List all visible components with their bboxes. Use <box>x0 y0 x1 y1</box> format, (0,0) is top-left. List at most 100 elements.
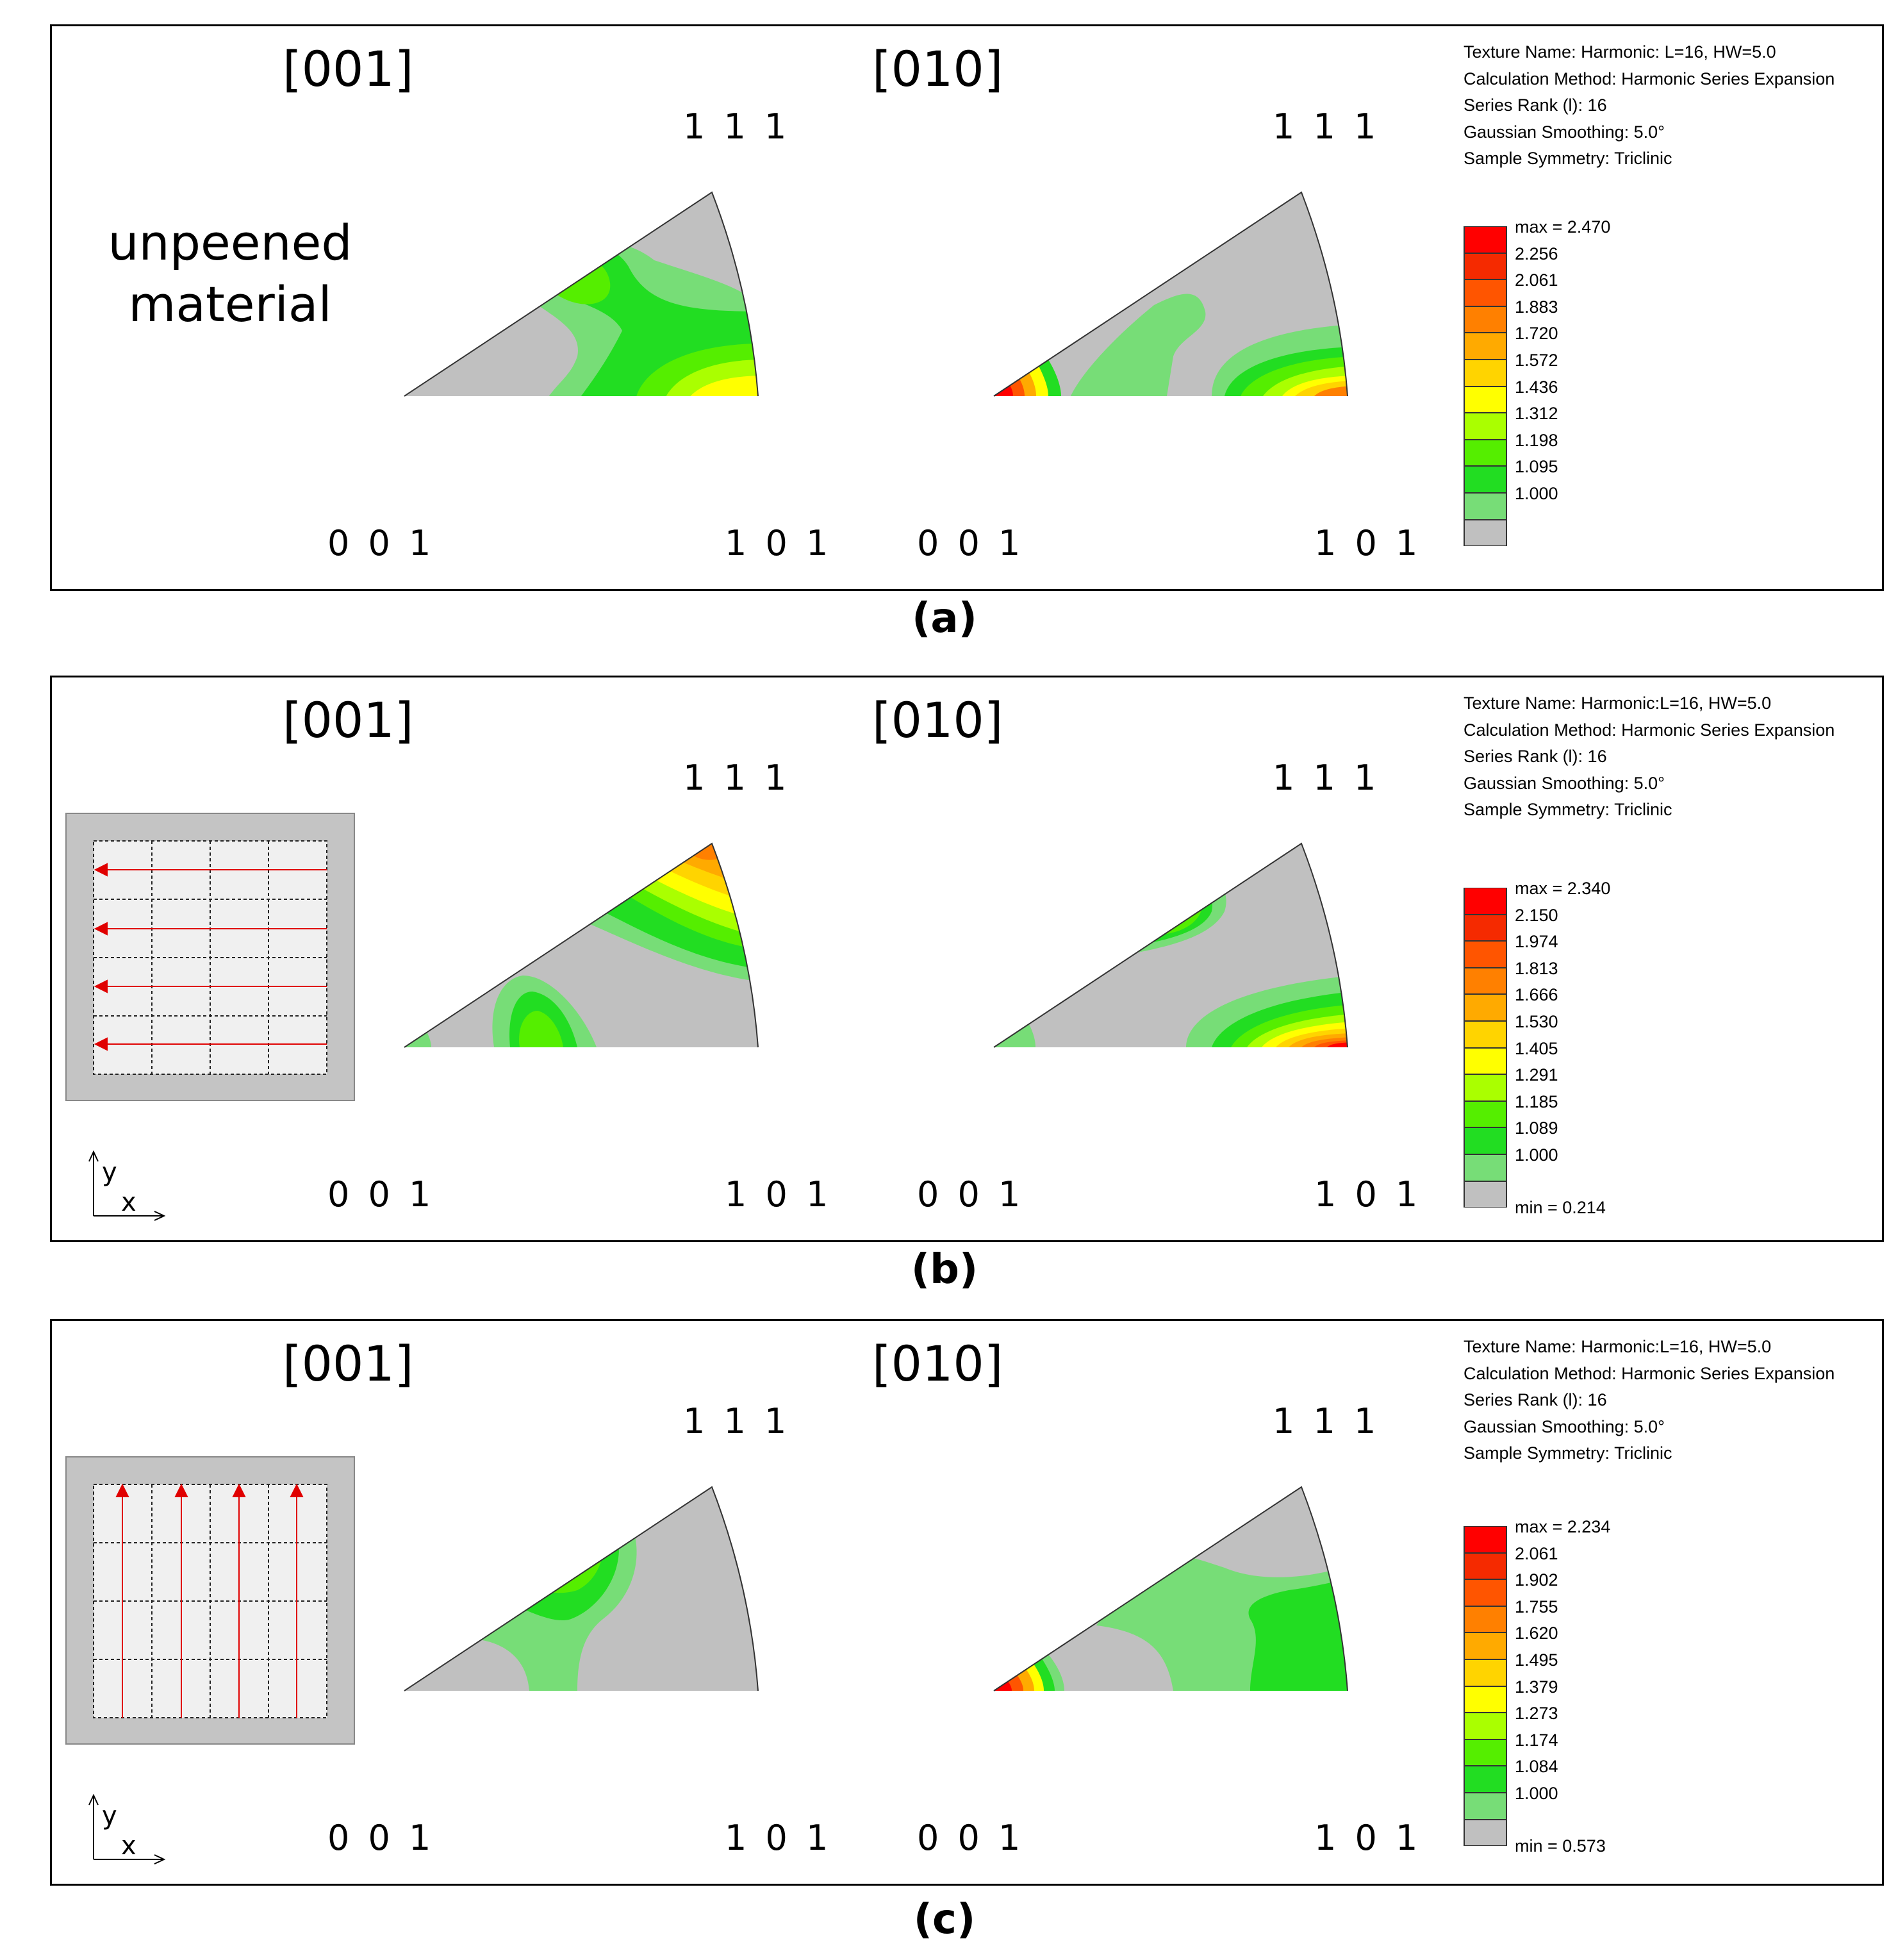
legend-label: 1.530 <box>1515 1011 1558 1031</box>
info-line: Series Rank (l): 16 <box>1464 1390 1607 1409</box>
legend-label: max = 2.234 <box>1515 1517 1611 1536</box>
legend-label: 1.720 <box>1515 324 1558 344</box>
legend-label: 1.084 <box>1515 1757 1558 1777</box>
axis-y-label: y <box>102 1801 117 1831</box>
legend-swatch <box>1464 253 1507 280</box>
legend-label: 1.572 <box>1515 350 1558 370</box>
corner-111: 1 1 1 <box>1273 758 1380 798</box>
legend-label: 1.185 <box>1515 1092 1558 1111</box>
title-010: [010] <box>872 692 1003 749</box>
legend-swatch <box>1464 914 1507 942</box>
legend-swatch-base <box>1464 519 1507 547</box>
contour-1000 <box>1071 294 1206 396</box>
legend-swatch <box>1464 1020 1507 1048</box>
unpeened-label-line2: material <box>128 276 332 333</box>
axis-x-label: x <box>121 1188 136 1217</box>
legend-swatch <box>1464 226 1507 253</box>
legend-swatch-base <box>1464 1819 1507 1847</box>
panel-b: [001] [010] y x <box>50 676 1884 1242</box>
legend-swatch <box>1464 279 1507 306</box>
contour-1198b <box>519 1011 563 1047</box>
legend-swatch <box>1464 1127 1507 1154</box>
legend-min-label: min = 0.214 <box>1515 1197 1606 1217</box>
info-line: Series Rank (l): 16 <box>1464 747 1607 766</box>
legend-swatch <box>1464 1792 1507 1820</box>
contour-1084 <box>1248 1577 1348 1691</box>
legend-label: 2.061 <box>1515 270 1558 290</box>
legend-swatch <box>1464 1766 1507 1793</box>
legend-swatch <box>1464 1047 1507 1075</box>
legend-label: 1.495 <box>1515 1650 1558 1670</box>
info-line: Sample Symmetry: Triclinic <box>1464 149 1672 168</box>
corner-111: 1 1 1 <box>1273 1401 1380 1441</box>
corner-001: 0 0 1 <box>327 523 435 563</box>
legend-swatch <box>1464 888 1507 915</box>
info-line: Series Rank (l): 16 <box>1464 96 1607 115</box>
info-line: Calculation Method: Harmonic Series Expa… <box>1464 69 1835 88</box>
legend-label: 1.755 <box>1515 1597 1558 1616</box>
legend-label: 1.902 <box>1515 1570 1558 1590</box>
legend-swatch <box>1464 941 1507 968</box>
corner-111: 1 1 1 <box>683 106 791 147</box>
panel-a: [001] [010] unpeened material 1 1 1 0 0 … <box>50 24 1884 591</box>
contour-1883 <box>686 843 725 860</box>
corner-001: 0 0 1 <box>917 523 1025 563</box>
info-line: Sample Symmetry: Triclinic <box>1464 1443 1672 1463</box>
contour-1174 <box>491 1515 604 1593</box>
legend-swatch <box>1464 1074 1507 1101</box>
legend-label: 1.000 <box>1515 1783 1558 1803</box>
corner-001: 0 0 1 <box>917 1818 1025 1858</box>
legend-swatch <box>1464 1739 1507 1766</box>
unpeened-label-line1: unpeened <box>108 214 352 271</box>
ipf-001-c <box>404 1486 759 1691</box>
legend-swatch <box>1464 333 1507 360</box>
corner-101: 1 0 1 <box>725 1818 832 1858</box>
ipf-001-a <box>404 191 759 397</box>
legend-swatch <box>1464 1552 1507 1580</box>
panel-c: [001] [010] y x <box>50 1319 1884 1886</box>
legend-label: 1.174 <box>1515 1730 1558 1750</box>
legend-label: 1.974 <box>1515 932 1558 952</box>
corner-101: 1 0 1 <box>725 1174 832 1215</box>
legend-swatch-base <box>1464 1181 1507 1208</box>
legend-label: max = 2.340 <box>1515 879 1611 898</box>
corner-001: 0 0 1 <box>327 1174 435 1215</box>
legend-swatch <box>1464 1606 1507 1633</box>
legend-label: 1.379 <box>1515 1677 1558 1697</box>
legend-label: 1.089 <box>1515 1118 1558 1138</box>
contour-1436 <box>686 376 758 396</box>
title-001: [001] <box>283 40 414 97</box>
caption-c: (c) <box>913 1896 976 1943</box>
legend-swatch <box>1464 1100 1507 1128</box>
legend-label: 1.000 <box>1515 483 1558 503</box>
peening-path-horizontal: y x <box>65 813 355 1221</box>
info-line: Gaussian Smoothing: 5.0° <box>1464 122 1665 142</box>
axis-y-label: y <box>102 1158 117 1187</box>
legend-swatch <box>1464 439 1507 467</box>
corner-001: 0 0 1 <box>917 1174 1025 1215</box>
info-line: Calculation Method: Harmonic Series Expa… <box>1464 1363 1835 1383</box>
legend-swatch <box>1464 994 1507 1021</box>
legend-swatch <box>1464 1579 1507 1606</box>
corner-001: 0 0 1 <box>327 1818 435 1858</box>
legend-swatch <box>1464 386 1507 413</box>
corner-101: 1 0 1 <box>725 523 832 563</box>
legend-swatch <box>1464 1632 1507 1659</box>
info-line: Texture Name: Harmonic:L=16, HW=5.0 <box>1464 1337 1772 1356</box>
ipf-010-c <box>993 1486 1348 1691</box>
title-010: [010] <box>872 1335 1003 1392</box>
legend-label: 1.883 <box>1515 297 1558 317</box>
corner-111: 1 1 1 <box>683 758 791 798</box>
info-line: Sample Symmetry: Triclinic <box>1464 800 1672 819</box>
unpeened-label: unpeened material <box>95 212 365 335</box>
legend-label: 1.405 <box>1515 1038 1558 1058</box>
legend-label: 1.291 <box>1515 1065 1558 1085</box>
axis-x-label: x <box>121 1831 136 1861</box>
legend-label: 1.436 <box>1515 377 1558 397</box>
corner-101: 1 0 1 <box>1314 1174 1422 1215</box>
legend-swatch <box>1464 1713 1507 1740</box>
legend-swatch <box>1464 466 1507 493</box>
legend-swatch <box>1464 1659 1507 1686</box>
texture-info: Texture Name: Harmonic:L=16, HW=5.0 Calc… <box>1464 1334 1835 1467</box>
contour-1495 <box>542 1527 574 1552</box>
